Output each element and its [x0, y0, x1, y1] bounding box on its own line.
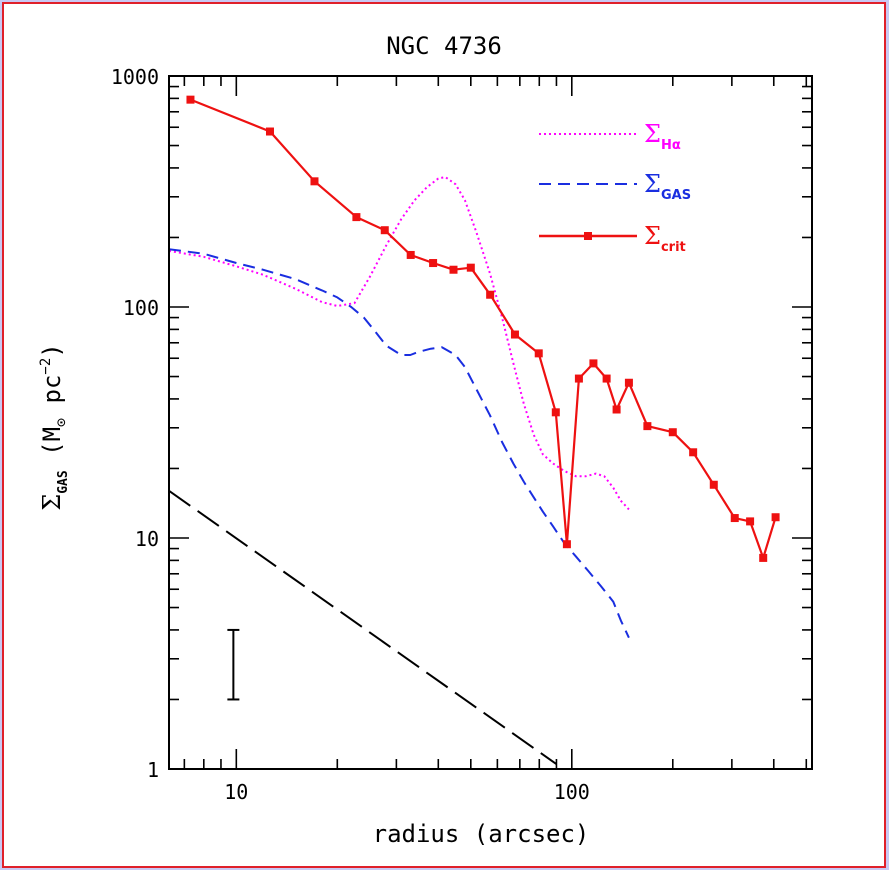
x-tick-label: 10: [224, 780, 248, 804]
series-line: [190, 98, 777, 559]
y-tick-label: 100: [123, 296, 159, 320]
data-point-marker: [759, 553, 768, 562]
legend-item: ΣGAS: [539, 170, 691, 203]
series-line: [169, 248, 630, 639]
legend-label: ΣGAS: [644, 170, 691, 203]
series-layer: [169, 95, 780, 765]
legend-label-symbol: Σ: [644, 170, 661, 198]
y-axis-label-subscript: GAS: [56, 470, 71, 494]
chart: 10 100 1 10 100 1000 NGC 4736 radius (arcsec)…: [38, 32, 813, 848]
y-axis-label-symbol: Σ: [38, 494, 66, 511]
legend-item: ΣHα: [539, 120, 681, 153]
y-axis-label-exponent: −2: [38, 358, 54, 375]
data-point-marker: [709, 480, 718, 489]
data-point-marker: [612, 405, 621, 414]
legend-label-subscript: GAS: [661, 188, 691, 203]
data-point-marker: [466, 263, 475, 272]
y-axis-label-units-close: ): [38, 343, 66, 357]
legend-label-subscript: crit: [661, 240, 686, 255]
y-axis-label-sun: ⊙: [52, 418, 70, 427]
y-tick-label: 1000: [111, 65, 159, 89]
ticks-layer: [169, 75, 812, 770]
data-point-marker: [602, 374, 611, 383]
y-axis-label-units-open: (M: [38, 427, 66, 470]
data-point-marker: [574, 374, 583, 383]
axes-box: [168, 75, 813, 770]
data-point-marker: [624, 378, 633, 387]
x-axis-label: radius (arcsec): [373, 820, 590, 848]
y-axis-label: ΣGAS (M⊙ pc−2): [38, 343, 71, 511]
series-crit: [186, 95, 780, 562]
series-gas: [169, 248, 630, 639]
data-point-marker: [449, 265, 458, 274]
data-point-marker: [551, 408, 560, 417]
data-point-marker: [562, 540, 571, 549]
data-point-marker: [380, 226, 389, 235]
data-point-marker: [486, 290, 495, 299]
y-axis-label-units-mid: pc: [38, 375, 66, 418]
error-bar: [227, 628, 240, 701]
legend-label-symbol: Σ: [644, 222, 661, 250]
y-tick-label: 1: [147, 758, 159, 782]
chart-title: NGC 4736: [386, 32, 502, 60]
legend-label: ΣHα: [644, 120, 681, 153]
legend-label-symbol: Σ: [644, 120, 661, 148]
data-point-marker: [429, 259, 438, 268]
series-h: [169, 176, 630, 511]
legend-label-subscript: Hα: [661, 138, 681, 153]
data-point-marker: [668, 428, 677, 437]
data-point-marker: [352, 213, 361, 222]
data-point-marker: [534, 349, 543, 358]
legend-swatch-marker: [584, 232, 592, 240]
x-tick-label: 100: [554, 780, 590, 804]
data-point-marker: [310, 177, 319, 186]
legend-item: Σcrit: [539, 222, 686, 255]
series-line: [169, 176, 630, 511]
data-point-marker: [186, 95, 195, 104]
data-point-marker: [746, 517, 755, 526]
data-point-marker: [771, 513, 780, 522]
y-tick-label: 10: [135, 527, 159, 551]
legend-label: Σcrit: [644, 222, 686, 255]
data-point-marker: [265, 127, 274, 136]
data-point-marker: [730, 514, 739, 523]
data-point-marker: [589, 359, 598, 368]
power-law-line: [169, 489, 557, 765]
data-point-marker: [689, 448, 698, 457]
data-point-marker: [643, 422, 652, 431]
svg-text:ΣGAS (M⊙ pc−2): ΣGAS (M⊙ pc−2): [38, 343, 71, 511]
data-point-marker: [510, 330, 519, 339]
tick-labels-layer: 10 100 1 10 100 1000: [111, 65, 590, 804]
data-point-marker: [406, 250, 415, 259]
